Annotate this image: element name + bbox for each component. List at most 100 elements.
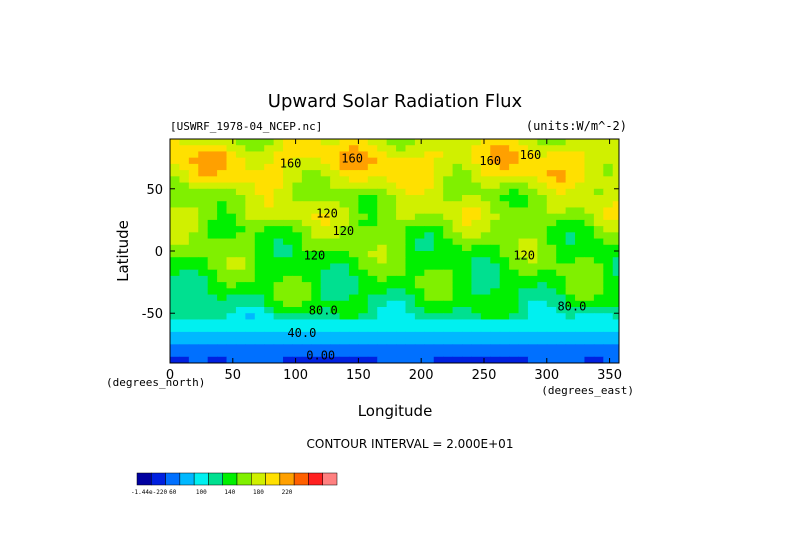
heatmap-cell bbox=[254, 176, 265, 184]
heatmap-cell bbox=[179, 275, 190, 283]
heatmap-cell bbox=[537, 176, 548, 184]
heatmap-cell bbox=[612, 163, 619, 171]
heatmap-cell bbox=[254, 263, 265, 271]
heatmap-cell bbox=[264, 145, 275, 152]
heatmap-cell bbox=[499, 251, 510, 258]
heatmap-cell bbox=[593, 145, 604, 152]
heatmap-cell bbox=[273, 201, 284, 208]
heatmap-cell bbox=[462, 226, 472, 233]
heatmap-cell bbox=[527, 139, 538, 146]
heatmap-cell bbox=[188, 157, 199, 165]
heatmap-cell bbox=[226, 226, 237, 233]
heatmap-cell bbox=[339, 331, 350, 339]
heatmap-cell bbox=[377, 157, 388, 165]
heatmap-cell bbox=[612, 219, 619, 227]
heatmap-cell bbox=[367, 157, 378, 165]
heatmap-cell bbox=[603, 338, 614, 345]
heatmap-cell bbox=[537, 331, 548, 339]
heatmap-cell bbox=[207, 176, 218, 184]
heatmap-cell bbox=[348, 238, 359, 246]
heatmap-cell bbox=[217, 269, 228, 277]
heatmap-cell bbox=[443, 269, 454, 277]
heatmap-cell bbox=[301, 356, 312, 363]
heatmap-cell bbox=[603, 282, 614, 289]
heatmap-cell bbox=[320, 307, 331, 314]
heatmap-cell bbox=[348, 219, 359, 227]
heatmap-cell bbox=[283, 238, 293, 246]
heatmap-cell bbox=[537, 163, 548, 171]
heatmap-cell bbox=[546, 151, 557, 159]
heatmap-cell bbox=[584, 151, 595, 159]
heatmap-cell bbox=[527, 182, 538, 190]
colorbar-swatch bbox=[322, 472, 338, 486]
heatmap-cell bbox=[612, 139, 619, 146]
heatmap-cell bbox=[612, 257, 619, 264]
heatmap-cell bbox=[217, 219, 228, 227]
heatmap-cell bbox=[226, 213, 237, 221]
heatmap-cell bbox=[358, 257, 369, 264]
heatmap-cell bbox=[179, 232, 190, 240]
heatmap-cell bbox=[584, 313, 595, 320]
heatmap-cell bbox=[283, 163, 293, 171]
heatmap-cell bbox=[509, 145, 520, 152]
heatmap-cell bbox=[330, 188, 341, 196]
heatmap-cell bbox=[593, 344, 604, 352]
heatmap-cell bbox=[518, 263, 529, 271]
heatmap-cell bbox=[518, 288, 529, 296]
heatmap-cell bbox=[367, 263, 378, 271]
heatmap-cell bbox=[339, 319, 350, 327]
heatmap-cell bbox=[603, 182, 614, 190]
colorbar-swatch bbox=[279, 472, 295, 486]
heatmap-cell bbox=[301, 170, 312, 177]
heatmap-cell bbox=[386, 275, 397, 283]
heatmap-cell bbox=[235, 213, 246, 221]
heatmap-cell bbox=[471, 201, 482, 208]
heatmap-cell bbox=[377, 338, 388, 345]
heatmap-cell bbox=[311, 232, 322, 240]
heatmap-cell bbox=[612, 338, 619, 345]
heatmap-cell bbox=[179, 257, 190, 264]
heatmap-cell bbox=[170, 294, 180, 302]
heatmap-cell bbox=[254, 319, 265, 327]
heatmap-cell bbox=[292, 263, 303, 271]
heatmap-cell bbox=[330, 282, 341, 289]
heatmap-cell bbox=[396, 139, 406, 146]
heatmap-cell bbox=[264, 151, 275, 159]
heatmap-cell bbox=[188, 325, 199, 333]
heatmap-cell bbox=[462, 170, 472, 177]
heatmap-cell bbox=[414, 170, 425, 177]
heatmap-cell bbox=[254, 207, 265, 215]
heatmap-cell bbox=[283, 263, 293, 271]
heatmap-cell bbox=[584, 319, 595, 327]
heatmap-cell bbox=[226, 163, 237, 171]
heatmap-cell bbox=[386, 176, 397, 184]
x-axis-title: Longitude bbox=[358, 402, 433, 420]
heatmap-cell bbox=[424, 195, 435, 202]
heatmap-cell bbox=[179, 188, 190, 196]
heatmap-cell bbox=[245, 244, 256, 252]
heatmap-cell bbox=[593, 176, 604, 184]
heatmap-cell bbox=[556, 201, 567, 208]
heatmap-cell bbox=[367, 238, 378, 246]
heatmap-cell bbox=[452, 288, 463, 296]
heatmap-cell bbox=[462, 207, 472, 215]
heatmap-cell bbox=[320, 294, 331, 302]
heatmap-cell bbox=[254, 244, 265, 252]
heatmap-cell bbox=[254, 288, 265, 296]
heatmap-cell bbox=[593, 319, 604, 327]
heatmap-cell bbox=[556, 325, 567, 333]
heatmap-cell bbox=[612, 288, 619, 296]
heatmap-cell bbox=[254, 331, 265, 339]
heatmap-cell bbox=[348, 244, 359, 252]
heatmap-cell bbox=[575, 294, 585, 302]
heatmap-cell bbox=[207, 319, 218, 327]
heatmap-cell bbox=[452, 238, 463, 246]
heatmap-cell bbox=[414, 294, 425, 302]
heatmap-cell bbox=[348, 182, 359, 190]
heatmap-cell bbox=[480, 213, 491, 221]
contour-label: 80.0 bbox=[557, 300, 586, 314]
units-label: (units:W/m^-2) bbox=[526, 119, 627, 133]
heatmap-cell bbox=[273, 170, 284, 177]
heatmap-cell bbox=[301, 294, 312, 302]
heatmap-cell bbox=[499, 325, 510, 333]
